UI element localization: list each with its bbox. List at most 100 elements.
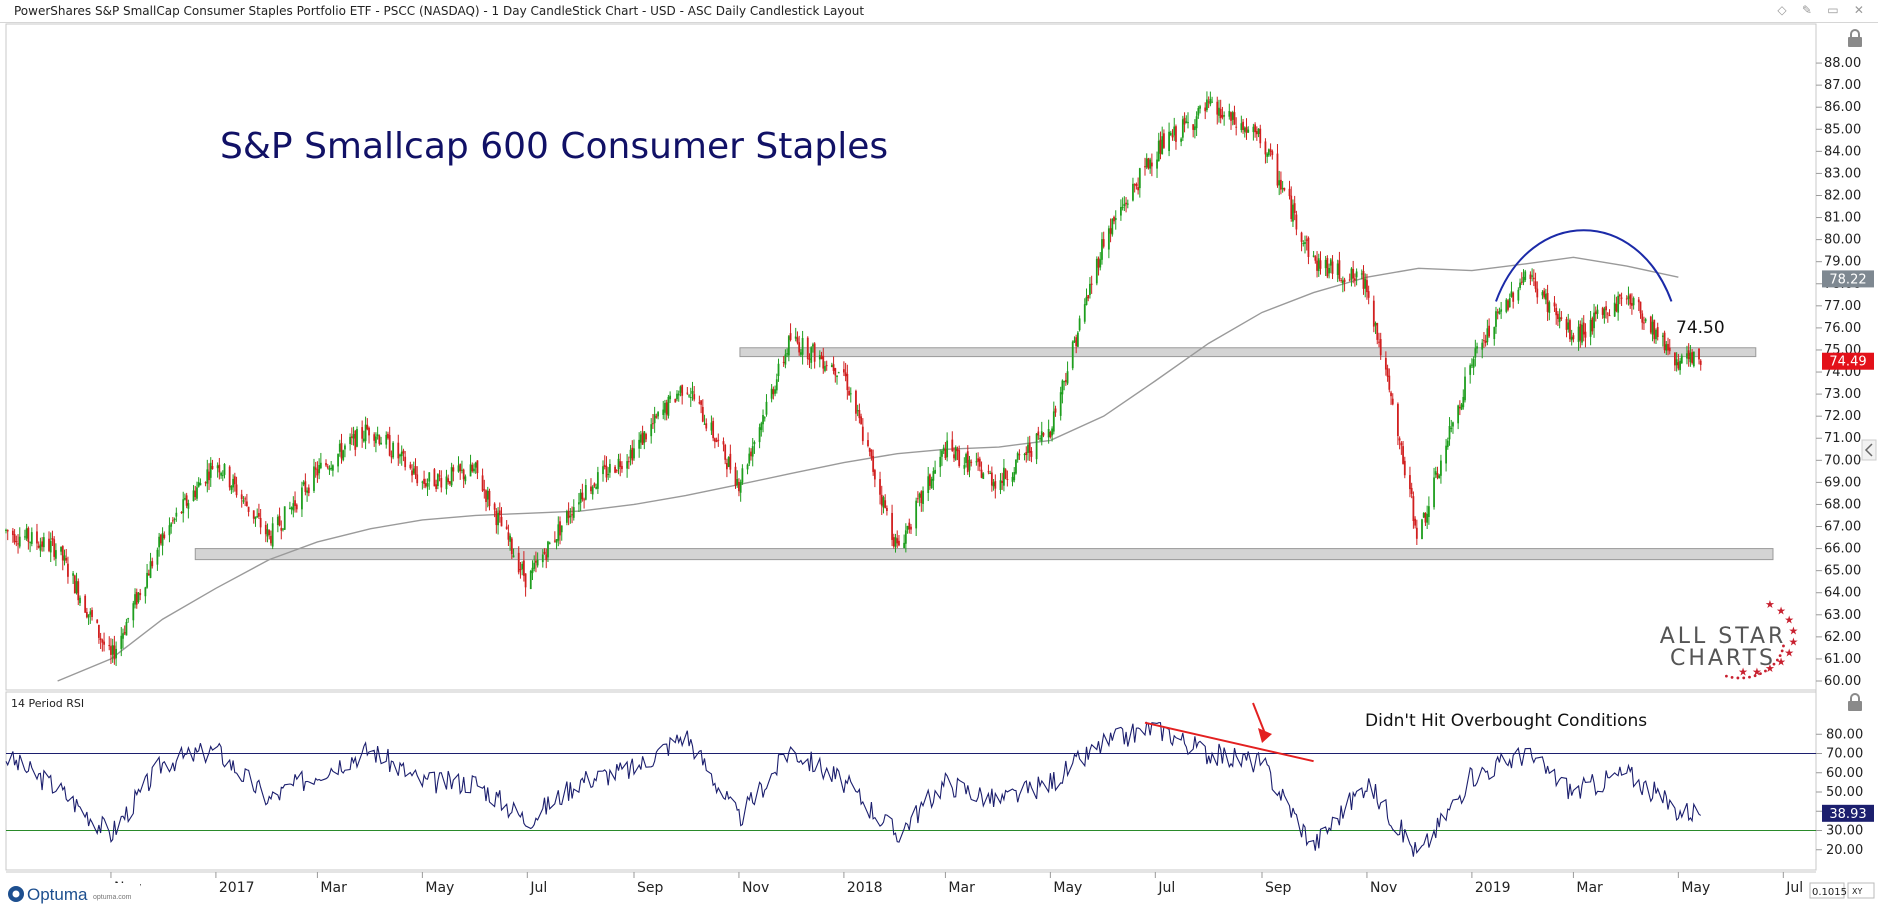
candle-body [1228, 111, 1231, 117]
optuma-logo: Optuma optuma.com [6, 883, 140, 905]
candle-body [294, 500, 296, 506]
candle-body [569, 515, 572, 518]
rsi-value-text: 38.93 [1829, 807, 1866, 822]
star-icon: ★ [1789, 624, 1799, 637]
candle-body [987, 471, 990, 473]
candle-body [1450, 427, 1453, 429]
price-tick-label: 65.00 [1824, 564, 1861, 579]
candle-body [596, 472, 599, 489]
candle-body [1016, 453, 1019, 460]
candle-body [1314, 256, 1317, 261]
candle-body [772, 389, 775, 395]
candle-body [30, 532, 33, 544]
lock-icon[interactable] [1848, 693, 1862, 711]
candle-body [1218, 107, 1220, 116]
candle-body [1171, 135, 1174, 138]
candle-body [1255, 130, 1258, 135]
candle-body [1692, 351, 1695, 367]
candle-body [873, 470, 876, 480]
candle-body [990, 472, 993, 486]
candle-body [1149, 159, 1152, 169]
star-icon: ★ [1765, 598, 1775, 611]
candle-body [228, 466, 231, 488]
price-tick-label: 70.00 [1824, 453, 1861, 468]
candle-body [1438, 475, 1441, 479]
candle-body [605, 465, 608, 478]
candle-body [1384, 358, 1387, 370]
candle-body [1059, 392, 1062, 416]
candle-body [1341, 280, 1344, 284]
candle-body [500, 516, 503, 527]
rounding-top-arc [1495, 229, 1673, 302]
candle-body [729, 453, 732, 470]
candle-body [867, 440, 869, 446]
candle-body [1051, 428, 1053, 436]
candle-body [741, 468, 744, 483]
candle-body [433, 469, 436, 487]
price-tick-label: 72.00 [1824, 409, 1861, 424]
candle-body [903, 542, 906, 549]
candle-body [340, 442, 343, 459]
candle-body [24, 536, 26, 538]
candle-body [438, 475, 441, 477]
candle-body [614, 466, 616, 473]
candle-body [326, 466, 329, 468]
candle-body [700, 400, 702, 405]
candle-body [915, 500, 918, 529]
window-controls[interactable]: ◇ ✎ ▭ ✕ [1777, 3, 1870, 17]
candle-body [595, 486, 598, 489]
lock-icon[interactable] [1848, 29, 1862, 47]
candle-body [110, 646, 112, 655]
candle-body [1101, 239, 1103, 260]
candle-body [306, 490, 308, 493]
candle-body [777, 363, 780, 377]
candle-body [686, 392, 689, 394]
candle-body [872, 455, 875, 472]
candle-body [1085, 296, 1088, 306]
dot-icon [1778, 654, 1782, 657]
zoom-control[interactable]: 0.1015 XY [1809, 882, 1875, 899]
candle-body [856, 410, 859, 412]
candle-body [271, 523, 274, 547]
candle-body [1651, 321, 1654, 335]
candle-body [836, 375, 838, 378]
candle-body [1316, 260, 1318, 271]
candle-body [858, 410, 861, 419]
candle-body [751, 446, 754, 457]
candle-body [1099, 259, 1102, 268]
candle-body [385, 434, 388, 445]
rsi-tick-label: 80.00 [1826, 727, 1863, 742]
candle-body [1004, 469, 1007, 479]
candle-body [445, 476, 448, 490]
candle-body [412, 468, 415, 474]
collapse-arrow-icon[interactable] [1861, 439, 1877, 461]
candle-body [1192, 124, 1195, 130]
candle-body [481, 475, 484, 491]
candle-body [559, 521, 561, 536]
candle-body [378, 435, 381, 444]
xy-toggle[interactable]: XY [1852, 887, 1862, 896]
candle-body [813, 343, 816, 362]
candle-body [1412, 496, 1415, 522]
candle-body [799, 352, 802, 355]
time-tick-label: Sep [1265, 880, 1292, 896]
candle-body [643, 431, 646, 443]
candle-body [705, 423, 708, 429]
candle-body [41, 541, 44, 547]
candle-body [1305, 239, 1308, 241]
candle-body [1524, 271, 1527, 280]
candle-body [1267, 149, 1270, 156]
candle-body [834, 368, 837, 376]
candle-body [1293, 203, 1296, 213]
candle-body [1360, 273, 1363, 275]
candle-body [593, 483, 596, 487]
candle-body [266, 529, 269, 537]
candle-body [633, 448, 635, 459]
candle-body [244, 498, 247, 500]
candle-body [1367, 291, 1370, 298]
price-tick-label: 68.00 [1824, 497, 1861, 512]
candle-body [1605, 306, 1607, 311]
candle-body [67, 563, 69, 577]
candle-body [1302, 243, 1305, 245]
candle-body [939, 456, 942, 468]
